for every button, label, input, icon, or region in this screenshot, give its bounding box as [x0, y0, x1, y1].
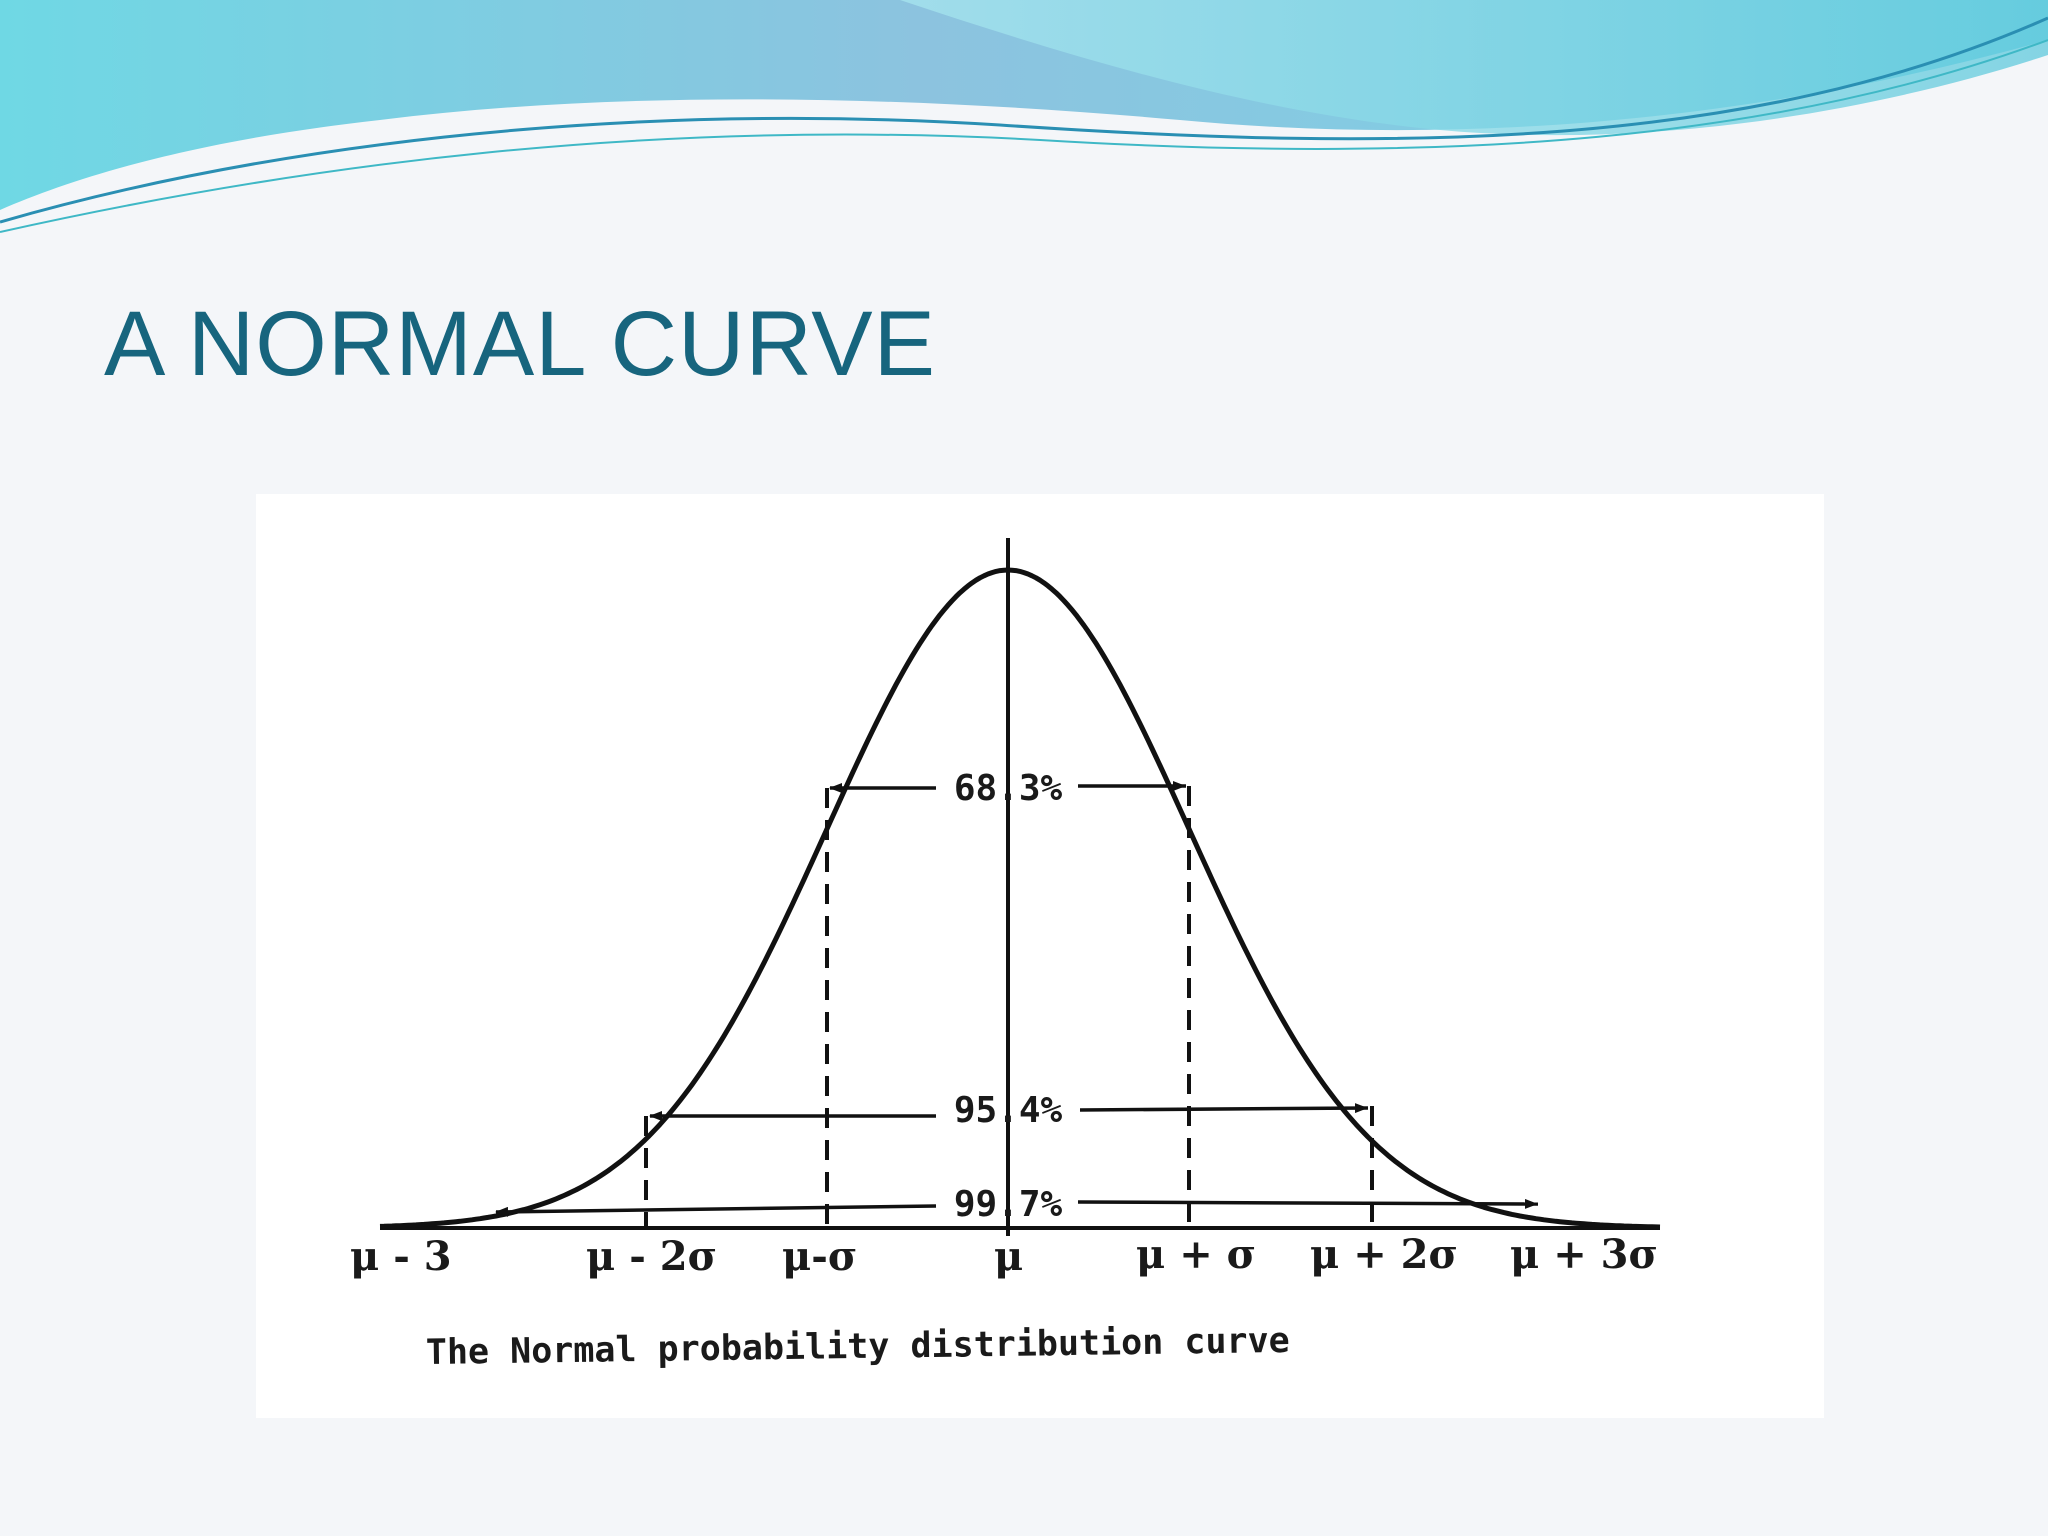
axis-label-mu-plus-2sigma: μ + 2σ [1310, 1231, 1458, 1278]
axis-label-mu-minus-3: μ - 3 [350, 1233, 452, 1280]
header-wave-decoration [0, 0, 2048, 233]
interval-68-label: 68.3% [954, 768, 1063, 809]
normal-curve-figure: 68.3% 95.4% 99.7% μ - 3 μ - 2σ μ-σ μ μ +… [256, 494, 1824, 1418]
axis-label-mu-plus-3sigma: μ + 3σ [1510, 1231, 1658, 1278]
axis-label-mu-plus-sigma: μ + σ [1136, 1231, 1256, 1278]
bell-curve [379, 567, 1661, 1230]
interval-95-arrow-right [1079, 1103, 1369, 1114]
interval-997-label: 99.7% [954, 1184, 1063, 1225]
axis-label-mu: μ [994, 1233, 1023, 1280]
normal-curve-diagram: 68.3% 95.4% 99.7% μ - 3 μ - 2σ μ-σ μ μ +… [350, 538, 1661, 1373]
slide-title: A NORMAL CURVE [104, 293, 936, 395]
interval-997-arrow-right [1077, 1198, 1539, 1209]
interval-95-label: 95.4% [954, 1090, 1063, 1131]
interval-997-arrow-left [495, 1204, 937, 1217]
figure-caption: The Normal probability distribution curv… [426, 1321, 1290, 1373]
axis-label-mu-minus-sigma: μ-σ [782, 1233, 857, 1280]
axis-label-mu-minus-2sigma: μ - 2σ [586, 1233, 717, 1280]
